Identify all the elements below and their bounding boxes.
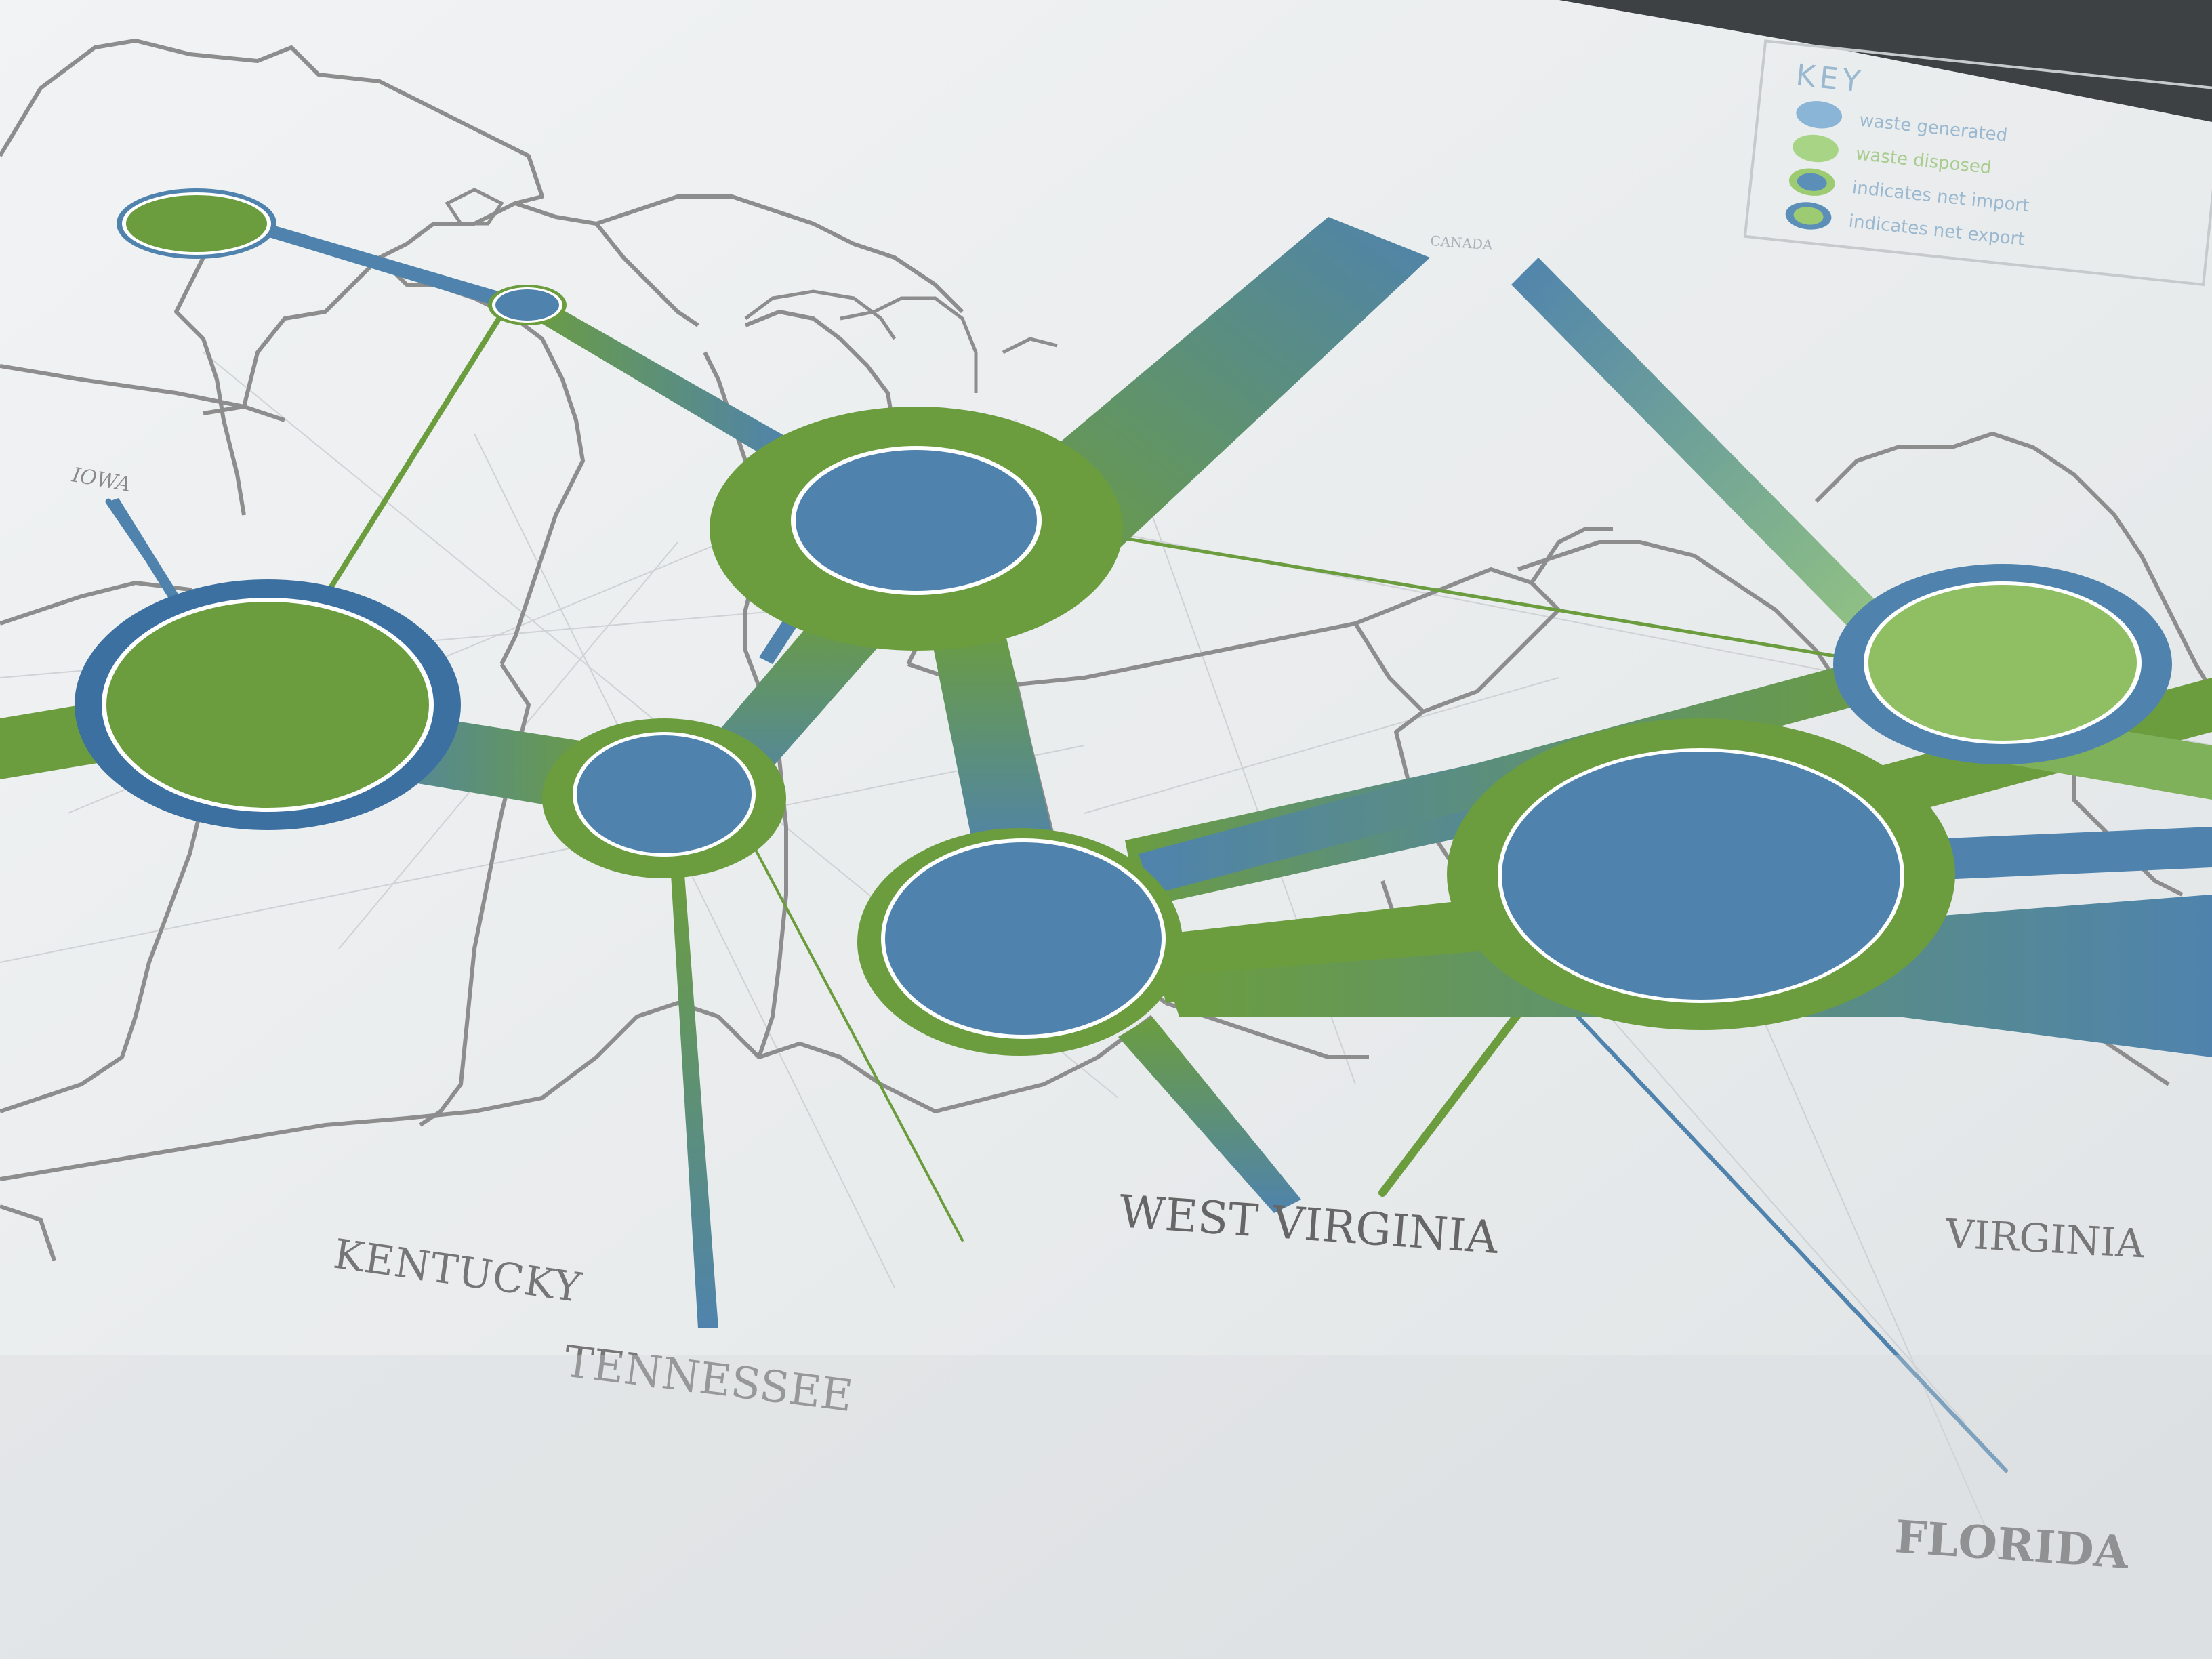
foreground-shade — [0, 1355, 2212, 1659]
flow-band-canada-in — [1511, 258, 1952, 705]
flow-band-mn-link — [258, 224, 522, 312]
node-michigan — [710, 407, 1123, 651]
flow-band-canada-out — [989, 217, 1430, 556]
node-new-york — [1833, 564, 2172, 764]
flow-band-wi-mi — [522, 298, 793, 461]
flow-band-pa-east-d — [1898, 827, 2212, 881]
node-ohio — [857, 828, 1183, 1056]
node-pennsylvania — [1447, 718, 1955, 1030]
great-lakes — [445, 188, 1058, 393]
legend-box — [1743, 39, 2212, 287]
flow-band-ohio-ky — [1118, 1017, 1301, 1213]
legend-swatch-export-inner — [1793, 207, 1824, 225]
node-illinois — [542, 718, 786, 878]
label-virginia: VIRGINIA — [1944, 1210, 2146, 1267]
flow-band-michigan-ohio — [928, 623, 1057, 861]
table-surface — [1559, 0, 2212, 122]
legend-swatch-disposed — [1793, 134, 1839, 163]
legend-title: KEY — [1794, 58, 1866, 100]
node-wisconsin-small — [488, 285, 567, 325]
flow-band-iowa-spike — [108, 498, 197, 627]
flow-band-tn-south — [671, 874, 718, 1328]
legend-swatch-import-inner — [1797, 173, 1827, 191]
node-minnesota — [117, 188, 276, 259]
legend-swatch-generated — [1796, 101, 1843, 129]
node-iowa — [75, 579, 461, 830]
flow-nodes — [75, 188, 2172, 1056]
